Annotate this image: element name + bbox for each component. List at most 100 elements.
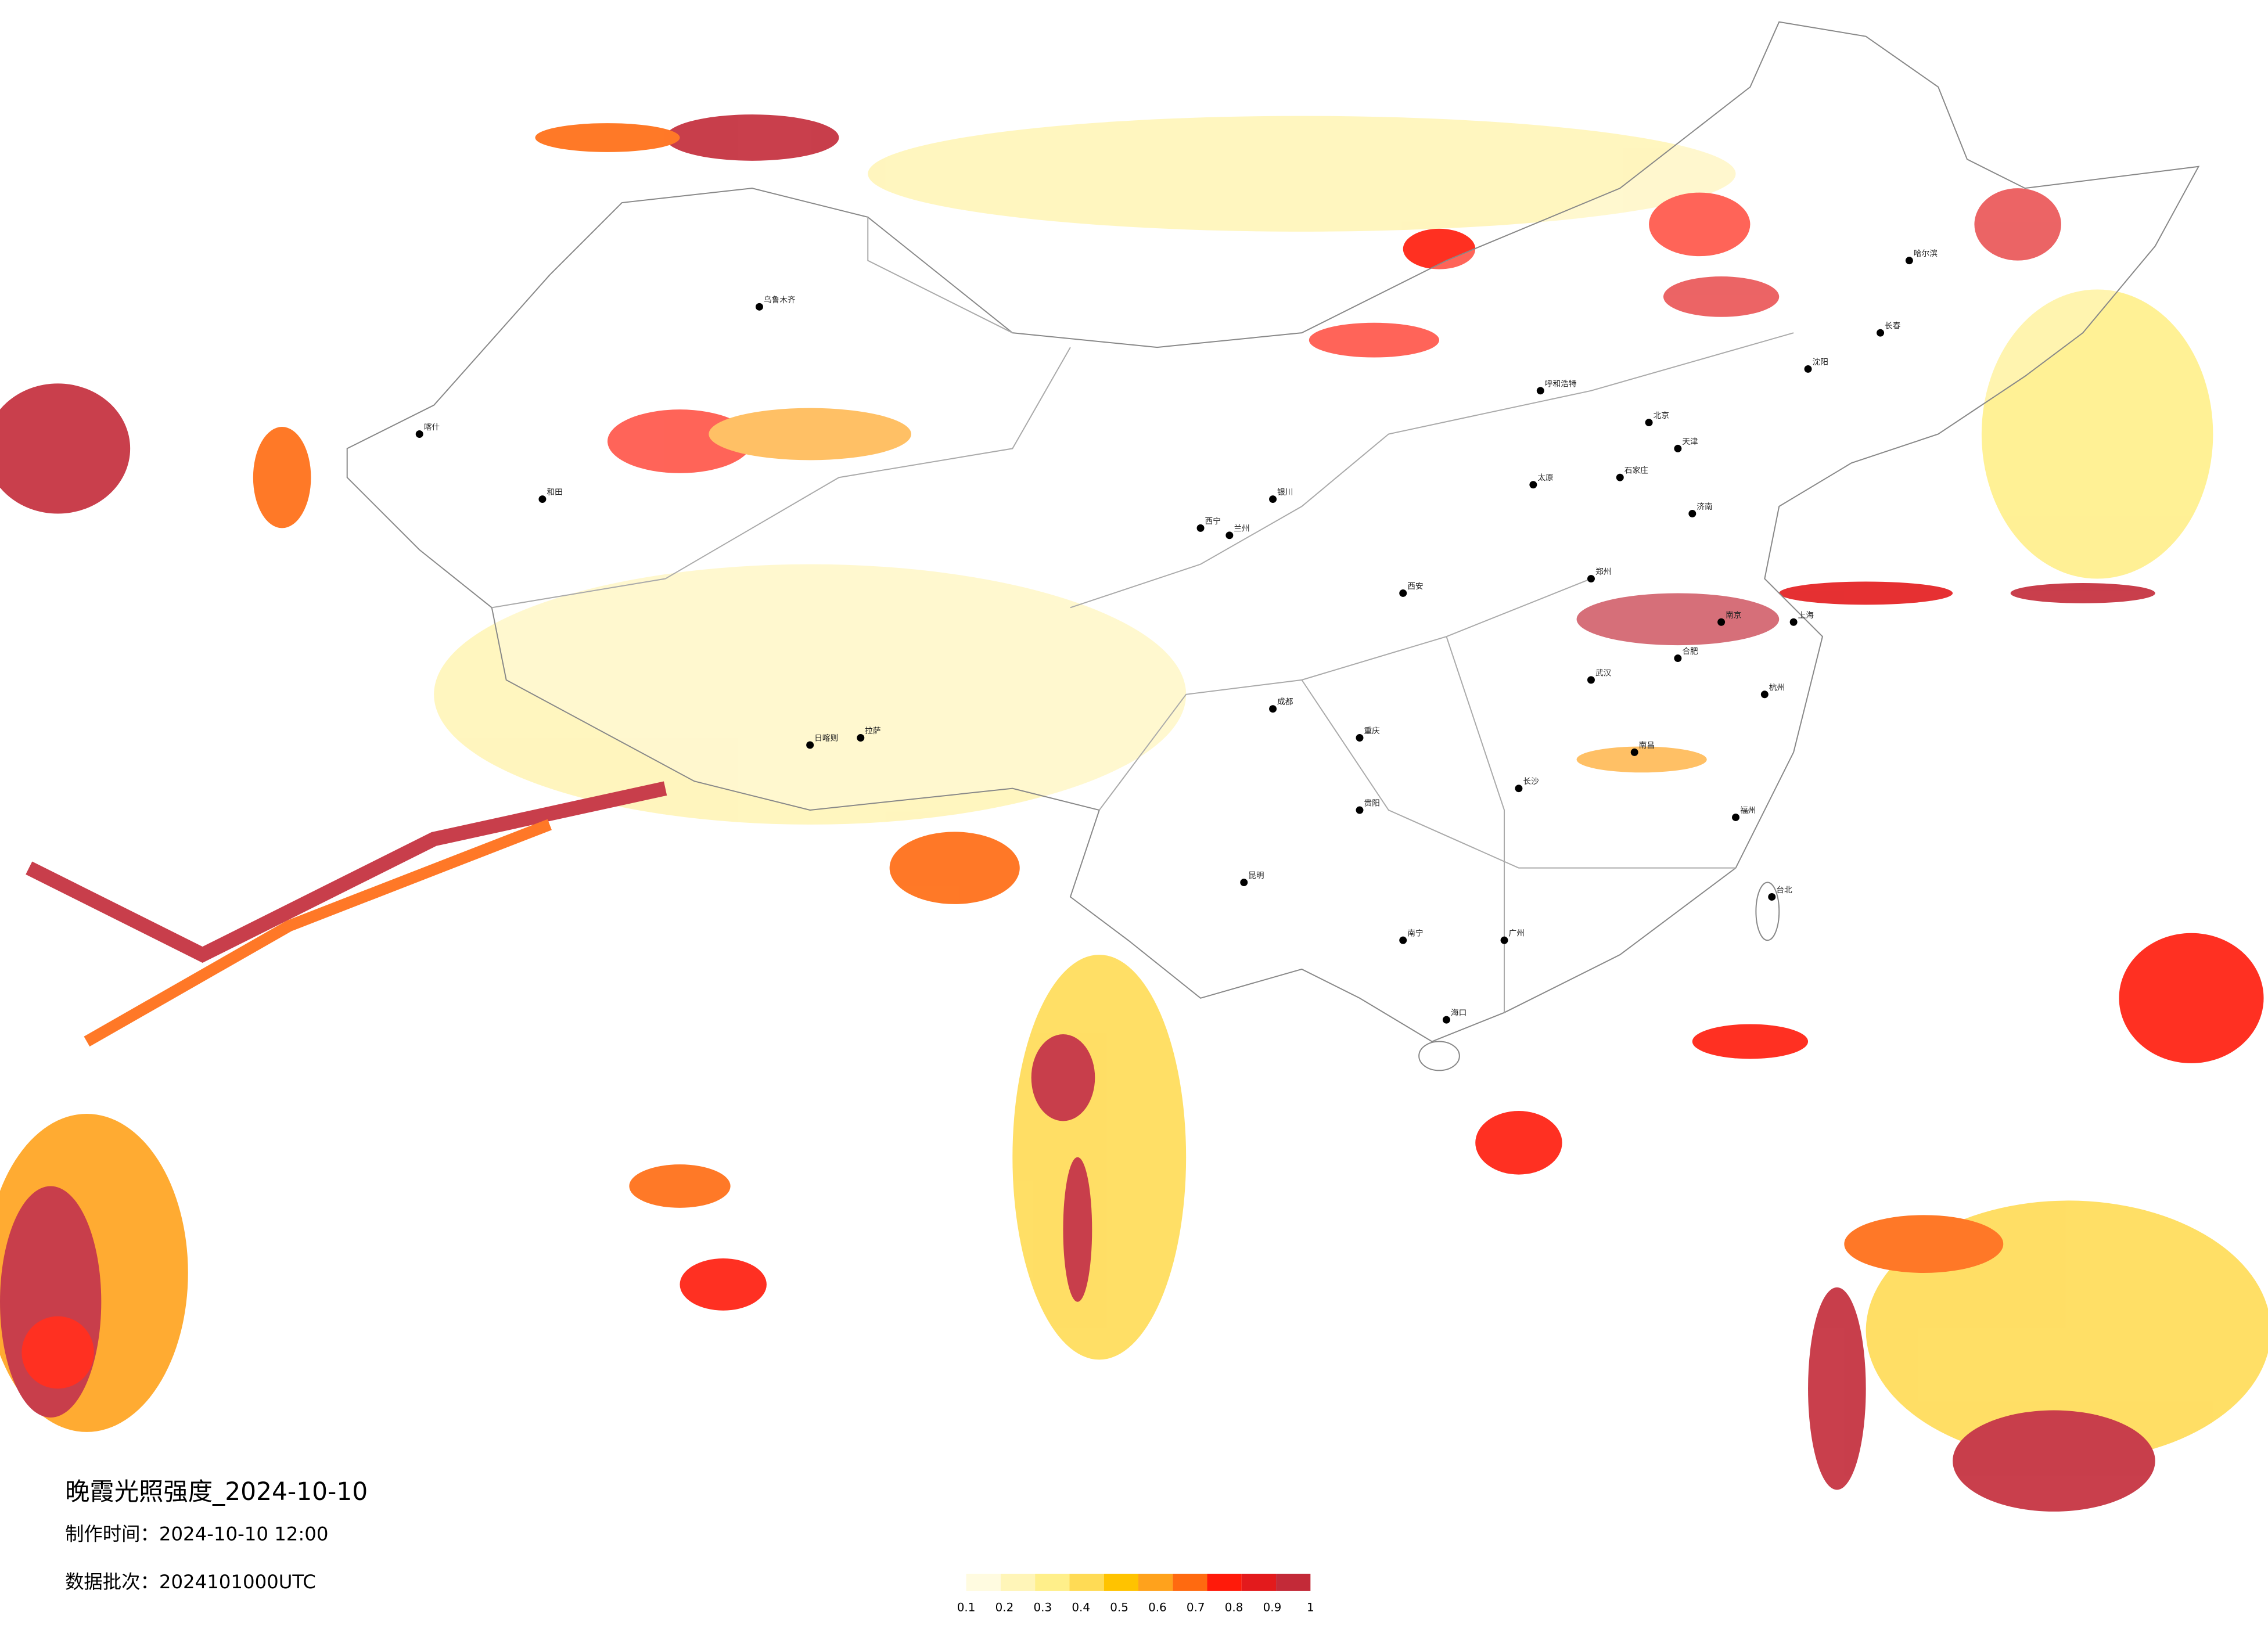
- city-dot: [1536, 387, 1544, 395]
- city-dot: [1269, 495, 1277, 503]
- legend-tick-label: 0.3: [1033, 1601, 1052, 1614]
- boundaries: [346, 21, 2200, 1071]
- city-label: 乌鲁木齐: [764, 296, 796, 305]
- legend-swatch: [1000, 1573, 1036, 1591]
- heat-area: [1981, 289, 2213, 579]
- legend-tick-label: 0.4: [1072, 1601, 1090, 1614]
- city-label: 济南: [1696, 502, 1712, 512]
- heat-area: [1012, 955, 1187, 1360]
- heat-area: [1649, 192, 1751, 257]
- heat-area: [1808, 1287, 1866, 1490]
- city-dot: [1196, 524, 1205, 532]
- heat-area: [1403, 228, 1476, 269]
- legend-tick-label: 0.7: [1187, 1601, 1205, 1614]
- city-label: 南宁: [1407, 929, 1423, 938]
- city-label: 上海: [1798, 611, 1814, 620]
- city-label: 南京: [1726, 611, 1741, 620]
- city-label: 兰州: [1234, 524, 1249, 533]
- city-label: 喀什: [424, 423, 440, 432]
- heat-area: [1309, 322, 1439, 358]
- city-label: 福州: [1740, 806, 1756, 815]
- city-dot: [1399, 936, 1407, 944]
- legend-tick-label: 0.8: [1225, 1601, 1243, 1614]
- hainan: [1418, 1041, 1460, 1071]
- legend-tick-label: 0.9: [1263, 1601, 1282, 1614]
- city-dot: [1442, 1016, 1450, 1024]
- heat-area: [1475, 1111, 1562, 1175]
- city-dot: [415, 430, 423, 438]
- city-label: 太原: [1537, 473, 1553, 483]
- heat-area: [1576, 593, 1780, 646]
- province-line: [491, 217, 1794, 1013]
- heat-area: [1576, 746, 1707, 773]
- city-dot: [1587, 676, 1595, 684]
- city-dot: [1905, 257, 1913, 265]
- legend-swatch: [1173, 1573, 1207, 1591]
- city-dot: [1645, 419, 1653, 427]
- heat-area: [21, 1316, 94, 1389]
- city-label: 呼和浩特: [1545, 379, 1577, 388]
- legend-tick-label: 1: [1307, 1601, 1314, 1614]
- city-label: 长春: [1885, 322, 1901, 331]
- city-dot: [1500, 936, 1508, 944]
- heat-area: [0, 383, 131, 514]
- city-dot: [1674, 444, 1682, 452]
- city-label: 西安: [1407, 582, 1423, 591]
- city-label: 杭州: [1769, 683, 1785, 692]
- city-dot: [1732, 813, 1739, 821]
- city-label: 南昌: [1639, 741, 1655, 750]
- city-label: 成都: [1277, 697, 1293, 707]
- batch: 数据批次：2024101000UTC: [65, 1571, 316, 1593]
- city-label: 北京: [1654, 411, 1669, 420]
- heat-band: [84, 819, 552, 1047]
- city-dot: [1515, 785, 1523, 793]
- legend-swatch: [1138, 1573, 1173, 1591]
- legend-tick-label: 0.5: [1110, 1601, 1128, 1614]
- legend-swatch: [966, 1573, 1001, 1591]
- heat-area: [2119, 933, 2264, 1063]
- city-dot: [1688, 510, 1696, 517]
- heat-area: [868, 116, 1736, 232]
- legend-tick-label: 0.1: [957, 1601, 976, 1614]
- city-dot: [1616, 473, 1624, 481]
- city-label: 长沙: [1523, 777, 1539, 786]
- city-dot: [806, 741, 814, 749]
- city-dot: [1356, 806, 1364, 814]
- heat-area: [1844, 1215, 2004, 1273]
- country-outline: [346, 21, 2200, 1042]
- city-dot: [1356, 734, 1364, 742]
- city-dot: [1225, 531, 1234, 539]
- made-time: 制作时间：2024-10-10 12:00: [65, 1523, 328, 1545]
- heat-area: [253, 427, 311, 528]
- legend-swatch: [1104, 1573, 1138, 1591]
- heat-area: [1663, 276, 1780, 317]
- heat-area: [680, 1258, 767, 1311]
- legend-swatch: [1035, 1573, 1070, 1591]
- city-dot: [1399, 589, 1407, 597]
- legend-tick-label: 0.2: [995, 1601, 1014, 1614]
- city-label: 日喀则: [814, 733, 838, 743]
- heat-area: [1779, 581, 1953, 605]
- city-dot: [1717, 618, 1726, 626]
- heat-area: [629, 1164, 731, 1208]
- city-label: 西宁: [1205, 516, 1221, 526]
- city-label: 郑州: [1595, 567, 1611, 577]
- heat-area: [1953, 1410, 2155, 1512]
- city-dot: [1789, 618, 1798, 626]
- heat-area: [1692, 1024, 1809, 1059]
- city-dot: [1587, 575, 1595, 583]
- taiwan: [1755, 882, 1780, 941]
- city-label: 石家庄: [1624, 466, 1648, 476]
- city-dot: [1269, 705, 1277, 713]
- city-dot: [857, 734, 865, 742]
- city-label: 哈尔滨: [1914, 249, 1938, 258]
- city-dot: [1529, 481, 1537, 489]
- heat-area: [535, 123, 680, 152]
- title: 晚霞光照强度_2024-10-10: [65, 1477, 368, 1506]
- heat-layer: [0, 114, 2268, 1512]
- heat-area: [2010, 583, 2155, 603]
- heat-area: [889, 832, 1020, 904]
- city-dot: [1768, 893, 1776, 901]
